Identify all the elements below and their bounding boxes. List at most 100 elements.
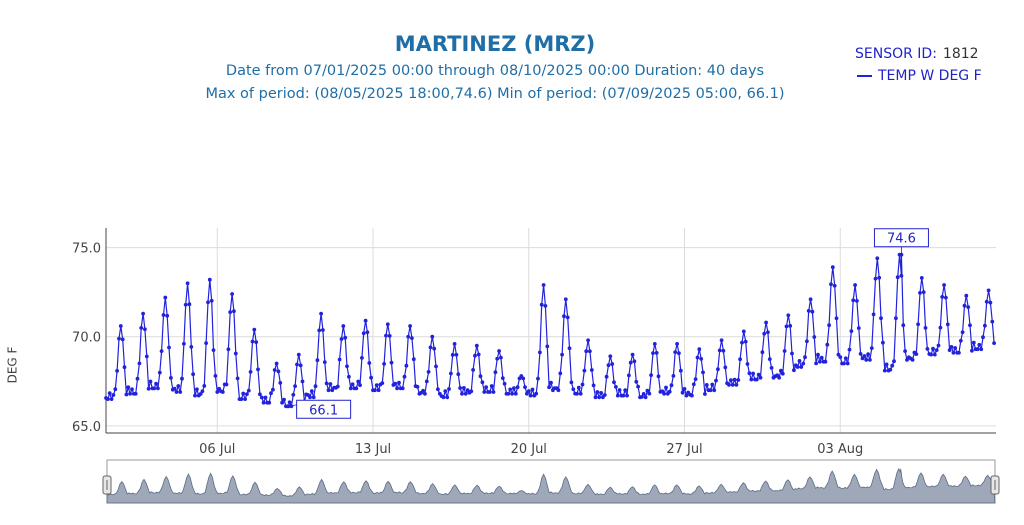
data-point — [204, 341, 209, 345]
data-point — [159, 349, 164, 353]
data-point — [823, 359, 828, 364]
data-point — [347, 374, 351, 379]
duration-value: 40 days — [706, 63, 765, 79]
axes: 65.0 70.0 75.0 06 Jul 13 Jul 20 Jul 27 Jul 03 A… — [72, 228, 996, 457]
data-point — [788, 324, 793, 328]
data-point — [575, 391, 579, 396]
data-point — [866, 352, 870, 357]
data-point — [970, 348, 974, 353]
data-point — [109, 397, 114, 401]
y-tick-label: 65.0 — [72, 420, 101, 435]
data-point — [615, 393, 620, 398]
data-point — [610, 362, 615, 366]
data-point — [984, 299, 989, 304]
date-range-line: Date from 07/01/2025 00:00 through 08/10… — [0, 63, 990, 79]
data-point — [423, 391, 427, 396]
data-point — [348, 386, 353, 391]
data-point — [209, 298, 214, 303]
data-point — [701, 370, 705, 375]
data-point — [246, 388, 251, 393]
data-point — [697, 347, 702, 352]
data-point — [295, 362, 299, 367]
data-point — [308, 395, 312, 400]
x-tick-label: 03 Aug — [817, 442, 863, 457]
data-point — [300, 379, 305, 384]
data-point — [369, 375, 373, 380]
range-slider[interactable] — [102, 459, 1000, 504]
data-point — [434, 364, 438, 369]
data-point — [730, 383, 735, 387]
data-point — [411, 357, 416, 362]
data-point — [374, 383, 379, 387]
data-point — [385, 322, 390, 327]
data-point — [656, 374, 661, 379]
data-point — [992, 341, 996, 345]
data-point — [543, 304, 548, 308]
data-point — [252, 327, 257, 332]
data-point — [226, 347, 231, 352]
data-point — [808, 297, 813, 302]
data-point — [892, 359, 896, 364]
data-point — [449, 371, 453, 376]
data-point — [936, 343, 941, 348]
data-point — [584, 349, 589, 354]
data-point — [137, 361, 142, 366]
data-point — [463, 391, 468, 396]
data-point — [530, 387, 535, 392]
data-point — [462, 386, 466, 390]
data-point — [432, 346, 437, 351]
data-point — [932, 352, 937, 357]
data-point — [172, 386, 177, 391]
data-point — [547, 385, 551, 390]
data-point — [949, 345, 954, 349]
data-point — [599, 391, 603, 395]
data-point — [373, 388, 377, 393]
data-point — [586, 338, 590, 343]
data-point — [430, 334, 435, 339]
data-point — [117, 336, 121, 341]
data-point — [634, 379, 639, 384]
data-point — [452, 342, 457, 346]
data-point — [719, 338, 724, 343]
data-point — [499, 355, 503, 360]
data-point — [311, 395, 316, 400]
data-point — [829, 282, 833, 287]
data-point — [632, 359, 637, 364]
data-point — [988, 300, 993, 305]
data-point — [762, 331, 767, 336]
data-point — [202, 384, 207, 388]
data-point — [397, 380, 401, 385]
data-point — [695, 355, 700, 360]
data-point — [443, 389, 448, 393]
date-to-value: 08/10/2025 00:00 — [499, 63, 630, 79]
data-point — [888, 367, 893, 372]
annotation-box-min — [296, 399, 352, 419]
data-point — [767, 357, 772, 361]
data-point — [296, 352, 301, 357]
data-point — [652, 342, 657, 346]
data-point — [563, 297, 568, 302]
data-point — [278, 381, 283, 385]
data-point — [193, 393, 197, 398]
data-point — [723, 365, 728, 370]
data-point — [764, 320, 768, 325]
legend-item-temp[interactable]: TEMP W DEG F — [855, 68, 982, 90]
data-point — [144, 354, 149, 359]
data-point — [482, 390, 487, 394]
data-point — [612, 380, 616, 385]
data-point — [938, 325, 943, 330]
data-point — [754, 377, 759, 382]
data-point — [981, 335, 985, 340]
data-point — [819, 355, 824, 360]
data-point — [124, 392, 129, 397]
date-from-label: Date from — [225, 63, 299, 79]
data-point — [232, 309, 236, 314]
data-point — [641, 392, 646, 396]
data-point — [358, 383, 362, 387]
data-point — [957, 350, 961, 355]
data-point — [126, 385, 131, 390]
data-point — [480, 380, 485, 385]
data-point — [382, 362, 386, 366]
data-point — [845, 361, 850, 366]
